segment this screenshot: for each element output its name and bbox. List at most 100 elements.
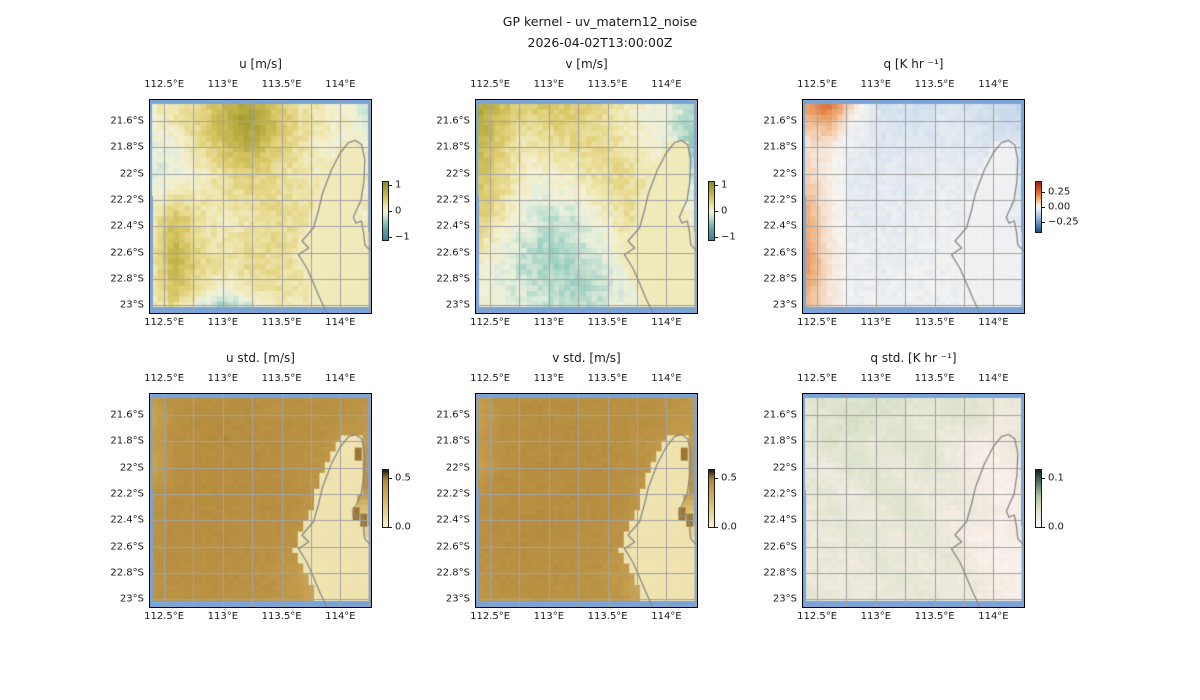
colorbar-tick-label: 0.00	[1048, 201, 1071, 213]
colorbar-tick-mark	[388, 527, 392, 528]
map-canvas-u	[149, 99, 372, 314]
subplot-title-v: v [m/s]	[565, 57, 608, 71]
x-tick-label: 113.5°E	[914, 611, 955, 622]
subplot-title-u: u [m/s]	[239, 57, 282, 71]
y-tick-label: 22.6°S	[436, 541, 470, 553]
x-tick-label: 112.5°E	[797, 317, 838, 328]
x-tick-label: 113.5°E	[914, 79, 955, 90]
x-tick-label: 113.5°E	[587, 79, 628, 90]
x-tick-label: 114°E	[978, 317, 1009, 328]
y-tick-label: 23°S	[119, 299, 144, 311]
x-tick-label: 114°E	[651, 317, 682, 328]
y-tick-label: 21.8°S	[436, 435, 470, 447]
y-tick-label: 23°S	[772, 593, 797, 605]
subplot-title-u-std: u std. [m/s]	[226, 351, 295, 365]
colorbar-tick-label: 0.0	[721, 521, 737, 533]
colorbar-tick-label: 0.0	[395, 521, 411, 533]
y-tick-label: 22°S	[445, 168, 470, 180]
y-tick-label: 22.8°S	[763, 567, 797, 579]
y-tick-label: 23°S	[445, 593, 470, 605]
x-tick-label: 113°E	[860, 373, 892, 384]
y-tick-label: 22.6°S	[763, 541, 797, 553]
colorbar-tick-mark	[714, 237, 718, 238]
y-tick-label: 22.6°S	[110, 247, 144, 259]
subplot-title-q: q [K hr ⁻¹]	[883, 57, 944, 71]
y-tick-label: 22°S	[772, 168, 797, 180]
x-tick-label: 113°E	[860, 79, 892, 90]
y-tick-label: 23°S	[772, 299, 797, 311]
x-tick-label: 114°E	[651, 611, 682, 622]
colorbar-tick-mark	[1041, 478, 1045, 479]
x-tick-label: 112.5°E	[797, 79, 838, 90]
colorbar-tick-label: 0.1	[1048, 472, 1064, 484]
y-tick-label: 22.2°S	[763, 194, 797, 206]
x-tick-label: 114°E	[651, 79, 682, 90]
colorbar-tick-label: 0.25	[1048, 186, 1071, 198]
y-tick-label: 22°S	[119, 168, 144, 180]
x-tick-label: 113°E	[207, 611, 239, 622]
y-tick-label: 22°S	[119, 462, 144, 474]
x-tick-label: 113.5°E	[587, 611, 628, 622]
y-tick-label: 22.4°S	[436, 514, 470, 526]
x-tick-label: 113.5°E	[914, 373, 955, 384]
y-tick-label: 21.6°S	[436, 409, 470, 421]
y-tick-label: 22.2°S	[110, 194, 144, 206]
x-tick-label: 112.5°E	[797, 373, 838, 384]
y-tick-label: 21.8°S	[110, 141, 144, 153]
map-canvas-v-std	[475, 393, 698, 608]
subplot-title-q-std: q std. [K hr ⁻¹]	[870, 351, 957, 365]
x-tick-label: 112.5°E	[144, 611, 185, 622]
x-tick-label: 113°E	[207, 79, 239, 90]
colorbar-tick-mark	[714, 185, 718, 186]
y-tick-label: 21.8°S	[763, 141, 797, 153]
map-canvas-q-std	[802, 393, 1025, 608]
y-tick-label: 22.4°S	[763, 220, 797, 232]
x-tick-label: 113°E	[533, 373, 565, 384]
colorbar-tick-label: 0.5	[395, 472, 411, 484]
x-tick-label: 113.5°E	[587, 373, 628, 384]
x-tick-label: 113°E	[533, 79, 565, 90]
y-tick-label: 21.8°S	[763, 435, 797, 447]
map-canvas-v	[475, 99, 698, 314]
y-tick-label: 22.4°S	[763, 514, 797, 526]
y-tick-label: 22.4°S	[436, 220, 470, 232]
y-tick-label: 22.8°S	[436, 567, 470, 579]
y-tick-label: 21.6°S	[763, 409, 797, 421]
figure-title-line1: GP kernel - uv_matern12_noise	[502, 14, 698, 29]
y-tick-label: 21.8°S	[436, 141, 470, 153]
x-tick-label: 114°E	[325, 373, 356, 384]
map-canvas-q	[802, 99, 1025, 314]
figure-title: GP kernel - uv_matern12_noise 2026-04-02…	[0, 11, 1200, 53]
y-tick-label: 22.6°S	[436, 247, 470, 259]
colorbar-tick-label: 0.5	[721, 472, 737, 484]
x-tick-label: 113°E	[207, 317, 239, 328]
x-tick-label: 112.5°E	[797, 611, 838, 622]
colorbar-tick-label: −0.25	[1048, 216, 1079, 228]
y-tick-label: 22.6°S	[110, 541, 144, 553]
colorbar-tick-label: 1	[721, 179, 728, 191]
x-tick-label: 113.5°E	[261, 611, 302, 622]
colorbar-tick-label: −1	[721, 231, 736, 243]
x-tick-label: 113°E	[533, 611, 565, 622]
colorbar-tick-mark	[714, 211, 718, 212]
x-tick-label: 113°E	[533, 317, 565, 328]
y-tick-label: 22.4°S	[110, 220, 144, 232]
x-tick-label: 113.5°E	[261, 317, 302, 328]
y-tick-label: 21.6°S	[110, 409, 144, 421]
colorbar-tick-mark	[1041, 222, 1045, 223]
y-tick-label: 22.8°S	[110, 567, 144, 579]
x-tick-label: 114°E	[325, 79, 356, 90]
x-tick-label: 114°E	[325, 611, 356, 622]
y-tick-label: 23°S	[119, 593, 144, 605]
x-tick-label: 112.5°E	[470, 79, 511, 90]
subplot-title-v-std: v std. [m/s]	[552, 351, 621, 365]
x-tick-label: 113.5°E	[587, 317, 628, 328]
x-tick-label: 112.5°E	[144, 79, 185, 90]
y-tick-label: 22.8°S	[763, 273, 797, 285]
y-tick-label: 21.6°S	[763, 115, 797, 127]
colorbar-v-std	[708, 469, 715, 528]
x-tick-label: 113.5°E	[261, 373, 302, 384]
colorbar-tick-mark	[714, 527, 718, 528]
x-tick-label: 113.5°E	[261, 79, 302, 90]
